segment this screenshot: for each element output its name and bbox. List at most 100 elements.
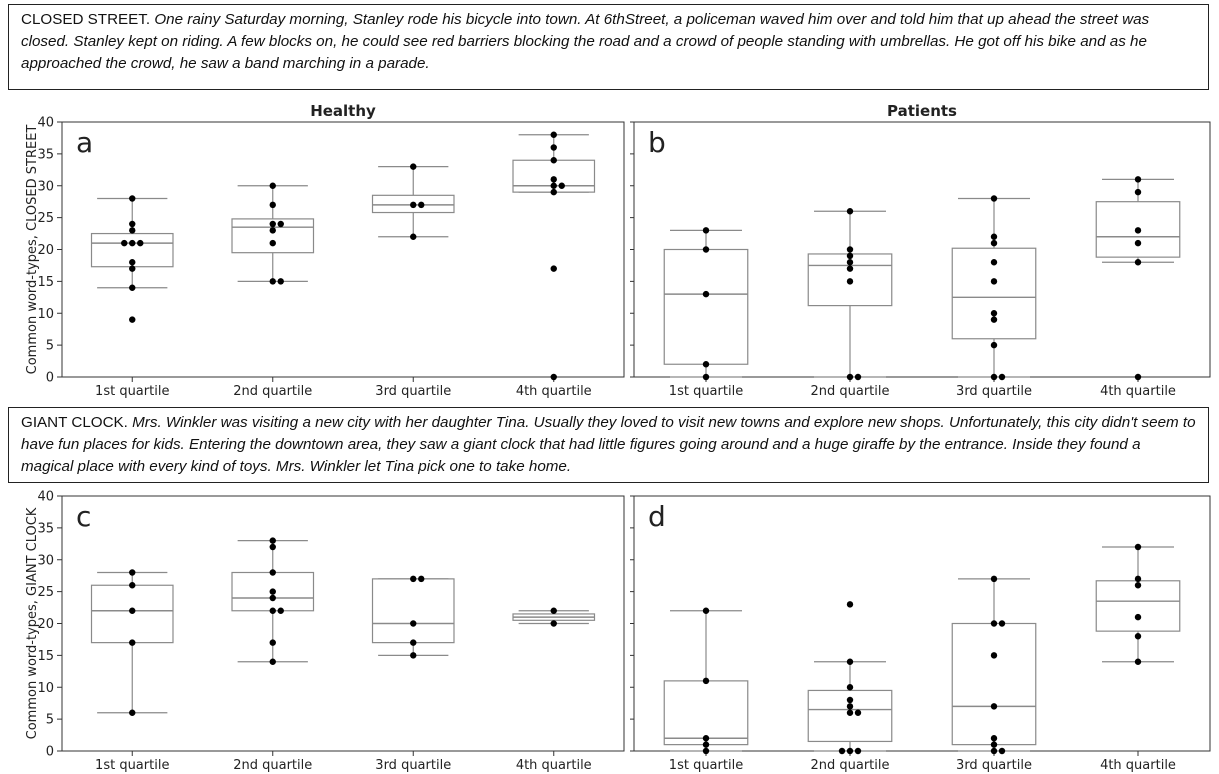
data-point: [846, 246, 854, 253]
data-point: [550, 265, 557, 272]
data-point: [702, 607, 710, 614]
data-point: [846, 373, 854, 381]
data-point: [269, 588, 276, 595]
data-point: [1134, 633, 1142, 640]
y-tick-label: 0: [46, 745, 54, 760]
y-tick-label: 25: [37, 585, 54, 600]
data-point: [418, 201, 425, 209]
data-point: [129, 582, 136, 589]
data-point: [846, 684, 854, 691]
data-point: [990, 233, 998, 240]
y-tick-label: 30: [37, 179, 54, 194]
data-point: [846, 208, 854, 215]
data-point: [277, 278, 284, 285]
data-point: [998, 620, 1006, 627]
x-tick-label: 3rd quartile: [375, 758, 451, 773]
data-point: [990, 735, 998, 742]
data-point: [129, 220, 136, 228]
data-point: [838, 747, 846, 755]
data-point: [550, 607, 557, 614]
x-tick-label: 1st quartile: [95, 384, 169, 399]
data-point: [1134, 658, 1142, 665]
data-point: [702, 677, 710, 685]
data-point: [702, 735, 710, 742]
data-point: [846, 703, 854, 710]
data-point: [1134, 176, 1142, 183]
data-point: [129, 709, 136, 716]
story-heading: GIANT CLOCK.: [21, 414, 128, 431]
data-point: [410, 639, 417, 646]
y-tick-label: 5: [46, 339, 54, 354]
data-point: [269, 182, 276, 189]
x-tick-label: 2nd quartile: [810, 758, 889, 773]
data-point: [550, 188, 557, 196]
y-tick-label: 30: [37, 553, 54, 568]
data-point: [550, 620, 557, 627]
data-point: [269, 569, 276, 576]
story-text: Mrs. Winkler was visiting a new city wit…: [21, 414, 1196, 475]
x-tick-label: 2nd quartile: [233, 384, 312, 399]
y-tick-label: 40: [37, 116, 54, 131]
data-point: [990, 239, 998, 247]
data-point: [129, 607, 136, 614]
data-point: [846, 259, 854, 266]
data-point: [550, 373, 557, 381]
x-tick-label: 3rd quartile: [956, 758, 1032, 773]
x-tick-label: 3rd quartile: [956, 384, 1032, 399]
data-point: [990, 341, 998, 349]
data-point: [129, 227, 136, 234]
data-point: [1134, 227, 1142, 234]
x-tick-label: 1st quartile: [95, 758, 169, 773]
data-point: [846, 601, 854, 608]
data-point: [990, 195, 998, 202]
data-point: [702, 747, 710, 755]
box-iqr: [1095, 580, 1181, 632]
data-point: [990, 620, 998, 627]
x-tick-label: 3rd quartile: [375, 384, 451, 399]
y-tick-label: 5: [46, 713, 54, 728]
y-tick-label: 40: [37, 490, 54, 505]
data-point: [990, 373, 998, 381]
data-point: [854, 373, 862, 381]
data-point: [990, 278, 998, 285]
y-tick-label: 20: [37, 243, 54, 258]
data-point: [1134, 613, 1142, 621]
y-tick-label: 15: [37, 649, 54, 664]
data-point: [846, 265, 854, 272]
data-point: [702, 290, 710, 298]
x-tick-label: 2nd quartile: [810, 384, 889, 399]
data-point: [1134, 259, 1142, 266]
x-tick-label: 1st quartile: [669, 384, 743, 399]
y-axis-label: Common word-types, GIANT CLOCK: [25, 507, 40, 739]
data-point: [137, 239, 144, 247]
data-point: [129, 316, 136, 323]
data-point: [269, 594, 276, 602]
data-point: [846, 709, 854, 716]
data-point: [990, 259, 998, 266]
data-point: [129, 265, 136, 272]
panel-letter: b: [648, 126, 666, 159]
x-tick-label: 1st quartile: [669, 758, 743, 773]
data-point: [410, 163, 417, 170]
data-point: [1134, 239, 1142, 247]
y-tick-label: 35: [37, 147, 54, 162]
data-point: [550, 182, 557, 189]
box-iqr: [951, 622, 1037, 746]
data-point: [990, 747, 998, 755]
y-axis-label: Common word-types, CLOSED STREET: [25, 125, 40, 375]
data-point: [998, 747, 1006, 755]
data-point: [1134, 582, 1142, 589]
data-point: [269, 278, 276, 285]
data-point: [410, 233, 417, 240]
data-point: [990, 703, 998, 710]
y-tick-label: 20: [37, 617, 54, 632]
data-point: [702, 373, 710, 381]
data-point: [846, 658, 854, 665]
data-point: [410, 652, 417, 659]
data-point: [1134, 575, 1142, 583]
data-point: [990, 575, 998, 583]
data-point: [129, 284, 136, 291]
data-point: [846, 278, 854, 285]
data-point: [550, 176, 557, 183]
